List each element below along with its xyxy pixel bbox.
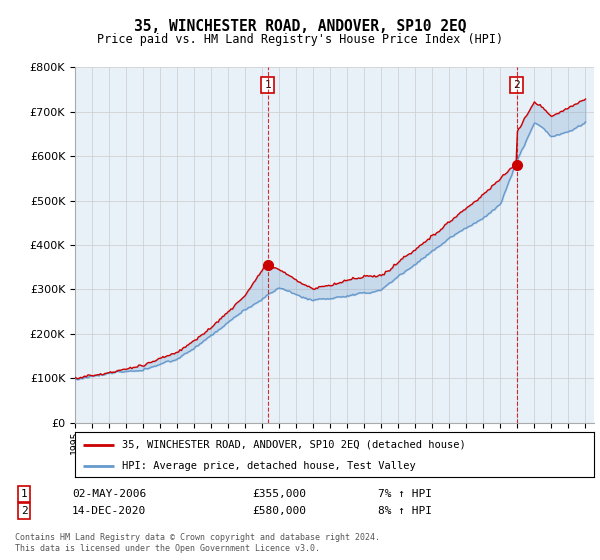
Text: 14-DEC-2020: 14-DEC-2020 xyxy=(72,506,146,516)
Text: 7% ↑ HPI: 7% ↑ HPI xyxy=(378,489,432,499)
Text: £580,000: £580,000 xyxy=(252,506,306,516)
Text: £355,000: £355,000 xyxy=(252,489,306,499)
Text: Price paid vs. HM Land Registry's House Price Index (HPI): Price paid vs. HM Land Registry's House … xyxy=(97,32,503,46)
Text: 1: 1 xyxy=(20,489,28,499)
Text: Contains HM Land Registry data © Crown copyright and database right 2024.
This d: Contains HM Land Registry data © Crown c… xyxy=(15,533,380,553)
Text: 35, WINCHESTER ROAD, ANDOVER, SP10 2EQ (detached house): 35, WINCHESTER ROAD, ANDOVER, SP10 2EQ (… xyxy=(122,440,466,450)
Text: 2: 2 xyxy=(20,506,28,516)
Text: 1: 1 xyxy=(265,80,271,90)
Text: 2: 2 xyxy=(513,80,520,90)
Text: 8% ↑ HPI: 8% ↑ HPI xyxy=(378,506,432,516)
Text: 35, WINCHESTER ROAD, ANDOVER, SP10 2EQ: 35, WINCHESTER ROAD, ANDOVER, SP10 2EQ xyxy=(134,20,466,34)
Text: 02-MAY-2006: 02-MAY-2006 xyxy=(72,489,146,499)
Text: HPI: Average price, detached house, Test Valley: HPI: Average price, detached house, Test… xyxy=(122,461,415,471)
